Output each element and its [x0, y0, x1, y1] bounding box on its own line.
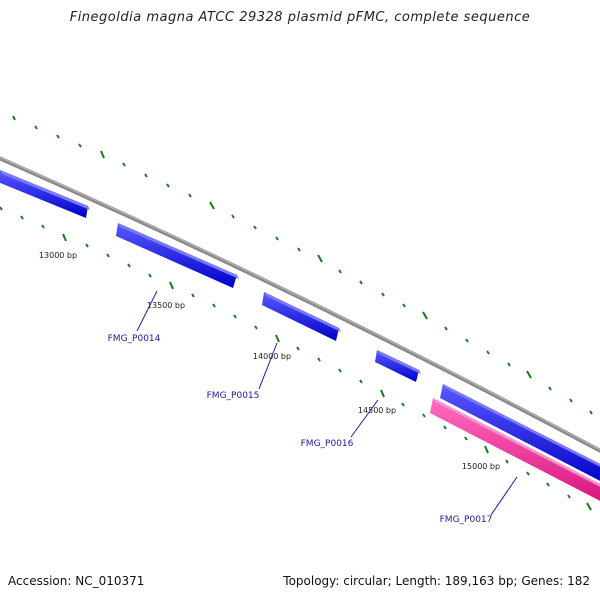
position-label: 13000 bp [39, 251, 77, 260]
gene-arrow[interactable] [440, 384, 600, 486]
gene-arrow-fmg-p0017[interactable] [430, 398, 600, 506]
outer-tick-ring [12, 115, 593, 415]
gene-label-fmg-p0015[interactable]: FMG_P0015 [207, 391, 260, 401]
plasmid-backbone [0, 156, 600, 453]
position-label: 14500 bp [358, 406, 396, 415]
gene-label-fmg-p0017[interactable]: FMG_P0017 [440, 515, 493, 525]
gene-label-leader [490, 476, 518, 516]
accession-text: Accession: NC_010371 [8, 574, 145, 588]
gene-arrow-fmg-p0016[interactable] [375, 350, 421, 382]
gene-arrow[interactable] [0, 170, 90, 218]
gene-arrow-fmg-p0015[interactable] [262, 292, 341, 341]
map-title: Finegoldia magna ATCC 29328 plasmid pFMC… [69, 10, 531, 25]
gene-label-leader [350, 399, 379, 438]
gene-label-fmg-p0014[interactable]: FMG_P0014 [108, 334, 161, 344]
position-label: 15000 bp [462, 462, 500, 471]
position-label: 13500 bp [147, 301, 185, 310]
inner-tick-ring [0, 206, 592, 511]
gene-label-leader [136, 290, 158, 332]
gene-label-leader [258, 342, 278, 390]
gene-label-fmg-p0016[interactable]: FMG_P0016 [301, 439, 354, 449]
topology-text: Topology: circular; Length: 189,163 bp; … [283, 574, 590, 588]
gene-arrow-fmg-p0014[interactable] [116, 223, 239, 288]
